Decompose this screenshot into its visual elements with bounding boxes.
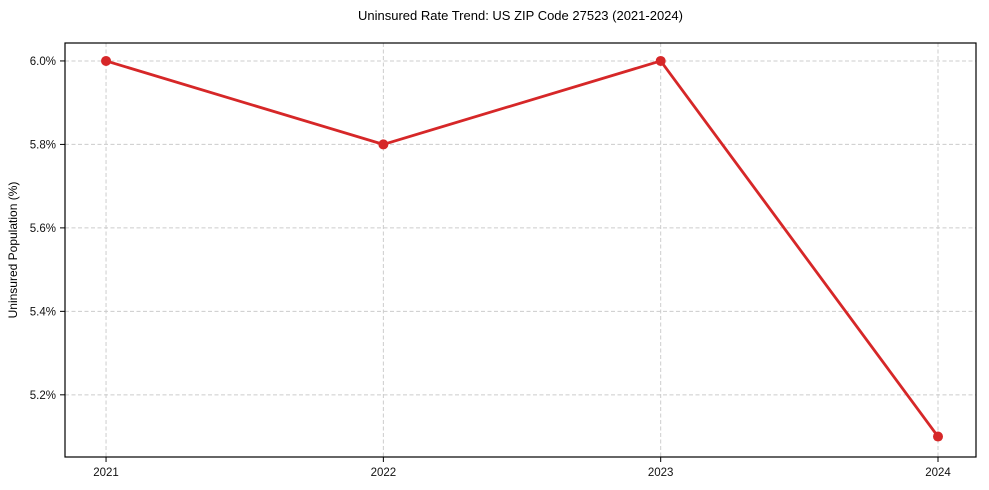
y-tick-label: 5.6% [30, 223, 56, 235]
x-tick-label: 2022 [371, 467, 397, 479]
data-point [378, 139, 389, 150]
data-point [933, 431, 944, 442]
x-tick-label: 2023 [648, 467, 674, 479]
plot-border [64, 42, 977, 458]
y-tick-label: 5.2% [30, 390, 56, 402]
y-tick-label: 5.4% [30, 306, 56, 318]
y-tick-label: 6.0% [30, 56, 56, 68]
data-point [655, 55, 666, 66]
chart-title: Uninsured Rate Trend: US ZIP Code 27523 … [358, 8, 683, 23]
x-tick-label: 2021 [93, 467, 119, 479]
x-tick-label: 2024 [925, 467, 951, 479]
trend-line [104, 59, 940, 438]
data-point [101, 55, 112, 66]
y-tick-label: 5.8% [30, 139, 56, 151]
